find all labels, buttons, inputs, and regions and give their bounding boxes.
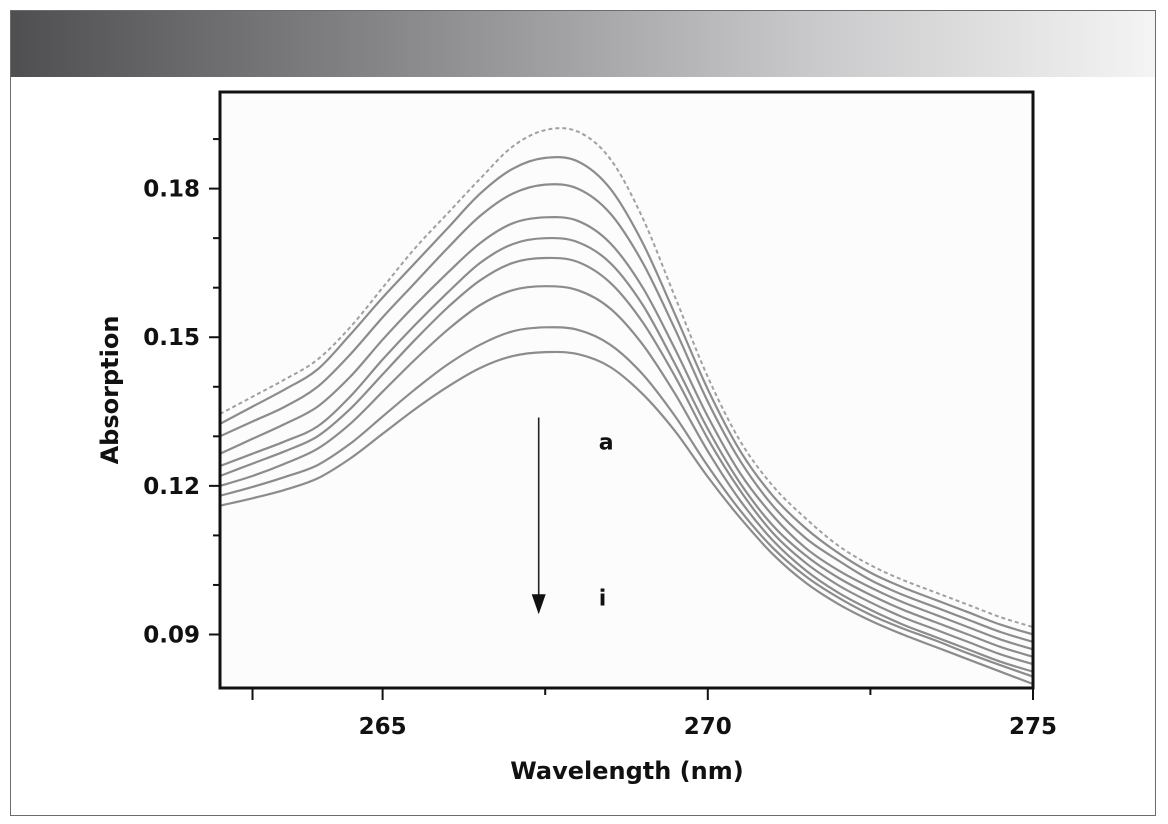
series-line-8: [220, 326, 1033, 678]
series-line-3: [220, 183, 1033, 643]
series-group: [220, 127, 1033, 686]
x-tick-label: 265: [359, 714, 407, 740]
series-line-1: [220, 127, 1033, 629]
x-axis-label: Wavelength (nm): [510, 757, 743, 785]
series-line-7: [220, 285, 1033, 673]
y-tick-label: 0.15: [143, 325, 200, 351]
series-line-4: [220, 215, 1033, 651]
series-line-9: [220, 350, 1033, 686]
series-line-6: [220, 256, 1033, 666]
header-band: [11, 11, 1155, 77]
series-line-2: [220, 156, 1033, 636]
axes-layer: 0.09 0.12 0.15 0.18 265 270 275: [143, 90, 1057, 740]
plot-border: [218, 90, 1035, 690]
plot-layer: ai: [220, 92, 1033, 688]
series-line-5: [220, 236, 1033, 658]
annotation-label-i: i: [599, 586, 607, 611]
x-tick-label: 275: [1009, 714, 1057, 740]
y-tick-label: 0.12: [143, 474, 200, 500]
y-tick-label: 0.09: [143, 622, 200, 648]
x-tick-label: 270: [684, 714, 732, 740]
y-tick-label: 0.18: [143, 177, 200, 203]
y-axis-label: Absorption: [96, 316, 124, 465]
annotation-label-a: a: [599, 430, 614, 455]
trend-arrow-head: [531, 594, 546, 615]
